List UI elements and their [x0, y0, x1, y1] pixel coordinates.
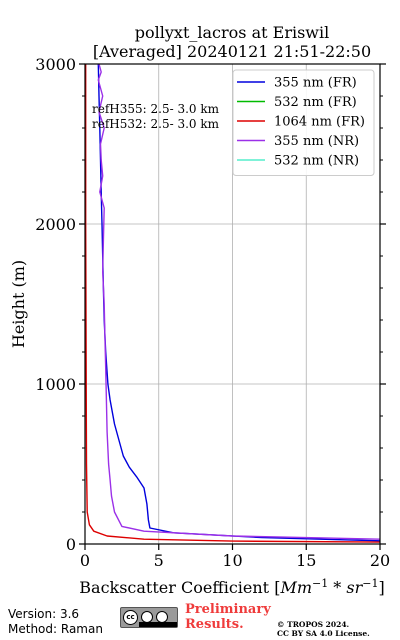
- x-axis-label: Backscatter Coefficient [Mm−1 * sr−1]: [79, 577, 384, 597]
- x-axis-unit: Mm: [279, 578, 312, 597]
- axes: 0 5 10 15 20 0 1000 2000 3000: [35, 55, 390, 570]
- series-line-1064-nm-fr: [85, 64, 380, 543]
- copyright-line-1: © TROPOS 2024.: [277, 620, 350, 629]
- legend-label: 532 nm (FR): [274, 95, 357, 110]
- cc-logo-icon: cc: [123, 610, 138, 625]
- x-tick-label: 5: [154, 551, 164, 570]
- annotation-refH355: refH355: 2.5- 3.0 km: [92, 102, 220, 116]
- plot-frame: [84, 63, 381, 545]
- annotation-refH532: refH532: 2.5- 3.0 km: [92, 117, 220, 131]
- chart-subtitle: [Averaged] 20240121 21:51-22:50: [93, 42, 371, 61]
- chart-title: pollyxt_lacros at Eriswil: [135, 23, 329, 42]
- legend-label: 355 nm (NR): [274, 134, 359, 149]
- y-tick-label: 0: [66, 535, 76, 554]
- preliminary-results-text: Preliminary Results.: [185, 602, 271, 632]
- legend-label: 532 nm (NR): [274, 154, 359, 169]
- cc-license-badge: cc: [120, 607, 178, 628]
- legend-label: 355 nm (FR): [274, 76, 357, 91]
- x-axis-unit-exp: −1: [312, 577, 328, 590]
- x-axis-unit-sr: * sr: [328, 578, 363, 597]
- y-tick-label: 2000: [35, 215, 76, 234]
- x-axis-unit-exp2: −1: [362, 577, 378, 590]
- x-tick-label: 0: [80, 551, 90, 570]
- x-tick-label: 20: [370, 551, 390, 570]
- legend: 355 nm (FR) 532 nm (FR) 1064 nm (FR) 355 nm…: [232, 69, 375, 176]
- series-layer: [85, 64, 380, 543]
- cc-badge-strip: [139, 622, 177, 627]
- y-tick-label: 1000: [35, 375, 76, 394]
- legend-label: 1064 nm (FR): [274, 115, 365, 130]
- x-tick-label: 10: [222, 551, 242, 570]
- backscatter-profile-chart: pollyxt_lacros at Eriswil [Averaged] 202…: [9, 23, 390, 597]
- method-text: Method: Raman: [8, 622, 103, 636]
- y-axis-label: Height (m): [9, 260, 28, 348]
- y-tick-label: 3000: [35, 55, 76, 74]
- copyright-text: © TROPOS 2024. CC BY SA 4.0 License.: [277, 620, 397, 638]
- copyright-line-2: CC BY SA 4.0 License.: [277, 629, 370, 638]
- x-tick-label: 15: [296, 551, 316, 570]
- x-axis-label-text: Backscatter Coefficient [: [79, 578, 280, 597]
- series-line-355-nm-nr: [97, 64, 380, 540]
- version-text: Version: 3.6: [8, 607, 80, 621]
- legend-box: [232, 69, 375, 176]
- x-axis-label-close: ]: [378, 578, 384, 597]
